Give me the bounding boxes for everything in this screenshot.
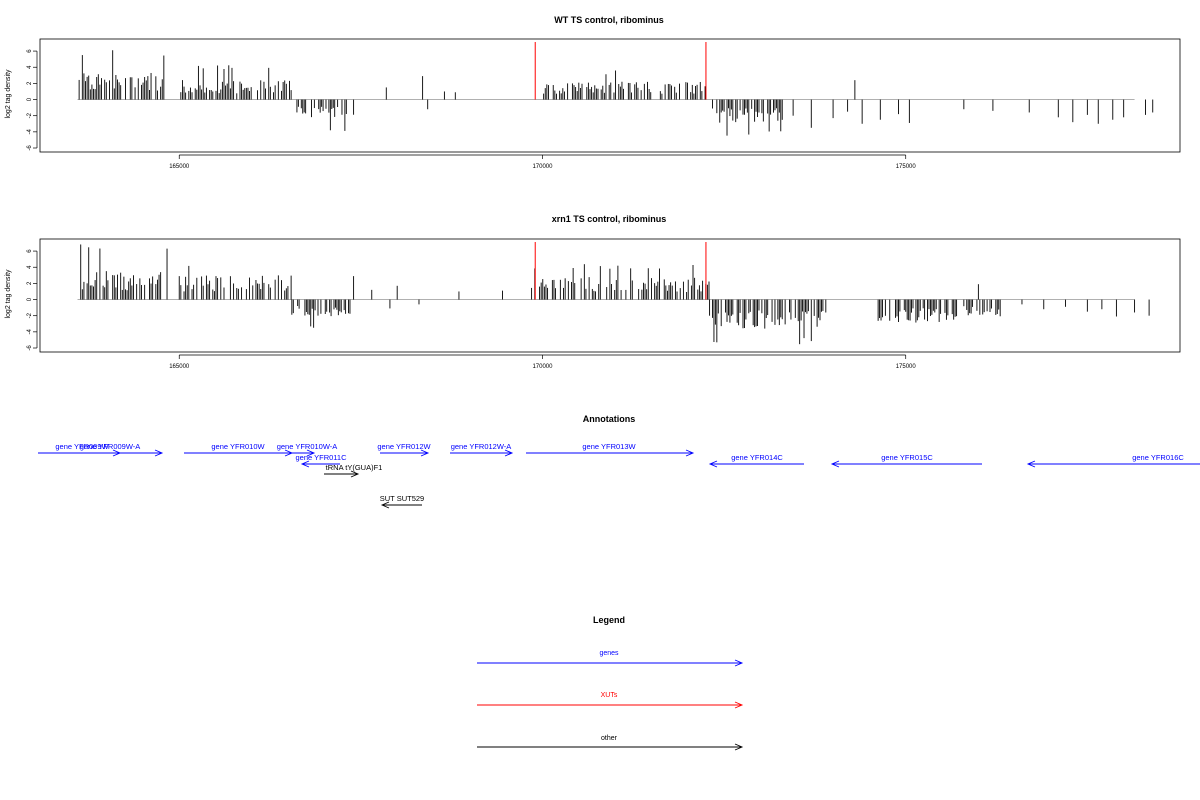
y-tick-label: 2 [27,281,33,285]
annotation-label: SUT SUT529 [380,494,424,503]
y-axis-label: log2 tag density [5,69,12,119]
annotation-label: gene YFR010W [211,442,265,451]
y-tick-label: -6 [27,145,33,151]
panel-xrn1: xrn1 TS control, ribominus log2 tag dens… [5,214,1181,370]
legend-label-genes: genes [599,650,619,657]
y-tick-label: -4 [27,129,33,135]
legend-arrow-other-head [734,743,744,751]
legend-title: Legend [593,615,625,625]
y-tick-label: 0 [27,297,33,301]
y-tick-label: -2 [27,312,33,318]
bars [80,244,1150,345]
annotations-title: Annotations [583,414,636,424]
y-tick-label: 0 [27,97,33,101]
annotation-arrow-head [685,449,695,457]
annotation-arrow-head [306,449,316,457]
y-tick-label: -6 [27,345,33,351]
annotation-arrow-head [350,470,360,478]
x-tick-label: 165000 [169,164,190,170]
y-tick-label: -2 [27,112,33,118]
annotation-arrow-head [504,449,514,457]
annotation-arrow-head [300,460,310,468]
plot-frame [39,238,1181,353]
legend-label-other: other [601,735,618,742]
annotation-label: gene YFR016C [1132,453,1184,462]
x-tick-label: 170000 [532,364,553,370]
legend-label-xuts: XUTs [601,692,618,699]
annotation-label: gene YFR012W-A [451,442,512,451]
annotation-arrow-head [1026,460,1036,468]
chart-title: WT TS control, ribominus [554,15,664,25]
legend: Legend genes XUTs other [477,615,744,751]
x-tick-label: 165000 [169,364,190,370]
y-axis-label: log2 tag density [5,269,12,319]
annotation-arrow-head [154,449,164,457]
y-tick-label: 4 [27,65,33,69]
x-tick-label: 175000 [896,364,917,370]
plot-frame [39,38,1181,153]
y-tick-label: 2 [27,81,33,85]
y-tick-label: 6 [27,249,33,253]
annotation-label: gene YFR009W-A [80,442,141,451]
annotation-label: gene YFR014C [731,453,783,462]
legend-arrow-genes-head [734,659,744,667]
y-tick-label: -4 [27,329,33,335]
annotation-arrow-head [380,501,390,509]
annotation-label: tRNA tY(GUA)F1 [326,463,383,472]
annotation-label: gene YFR011C [295,453,347,462]
y-tick-label: 6 [27,49,33,53]
annotation-arrow-head [708,460,718,468]
annotation-label: gene YFR009W [55,442,109,451]
annotation-label: gene YFR012W [377,442,431,451]
annotation-arrow-head [830,460,840,468]
chart-title: xrn1 TS control, ribominus [552,214,667,224]
annotation-label: gene YFR013W [582,442,636,451]
y-tick-label: 4 [27,265,33,269]
legend-arrow-xuts-head [734,701,744,709]
annotation-label: gene YFR015C [881,453,933,462]
x-tick-label: 170000 [532,164,553,170]
panel-wt: WT TS control, ribominus log2 tag densit… [5,15,1181,170]
annotation-label: gene YFR010W-A [277,442,338,451]
annotation-arrow-head [420,449,430,457]
bars [78,50,1154,136]
x-tick-label: 175000 [896,164,917,170]
